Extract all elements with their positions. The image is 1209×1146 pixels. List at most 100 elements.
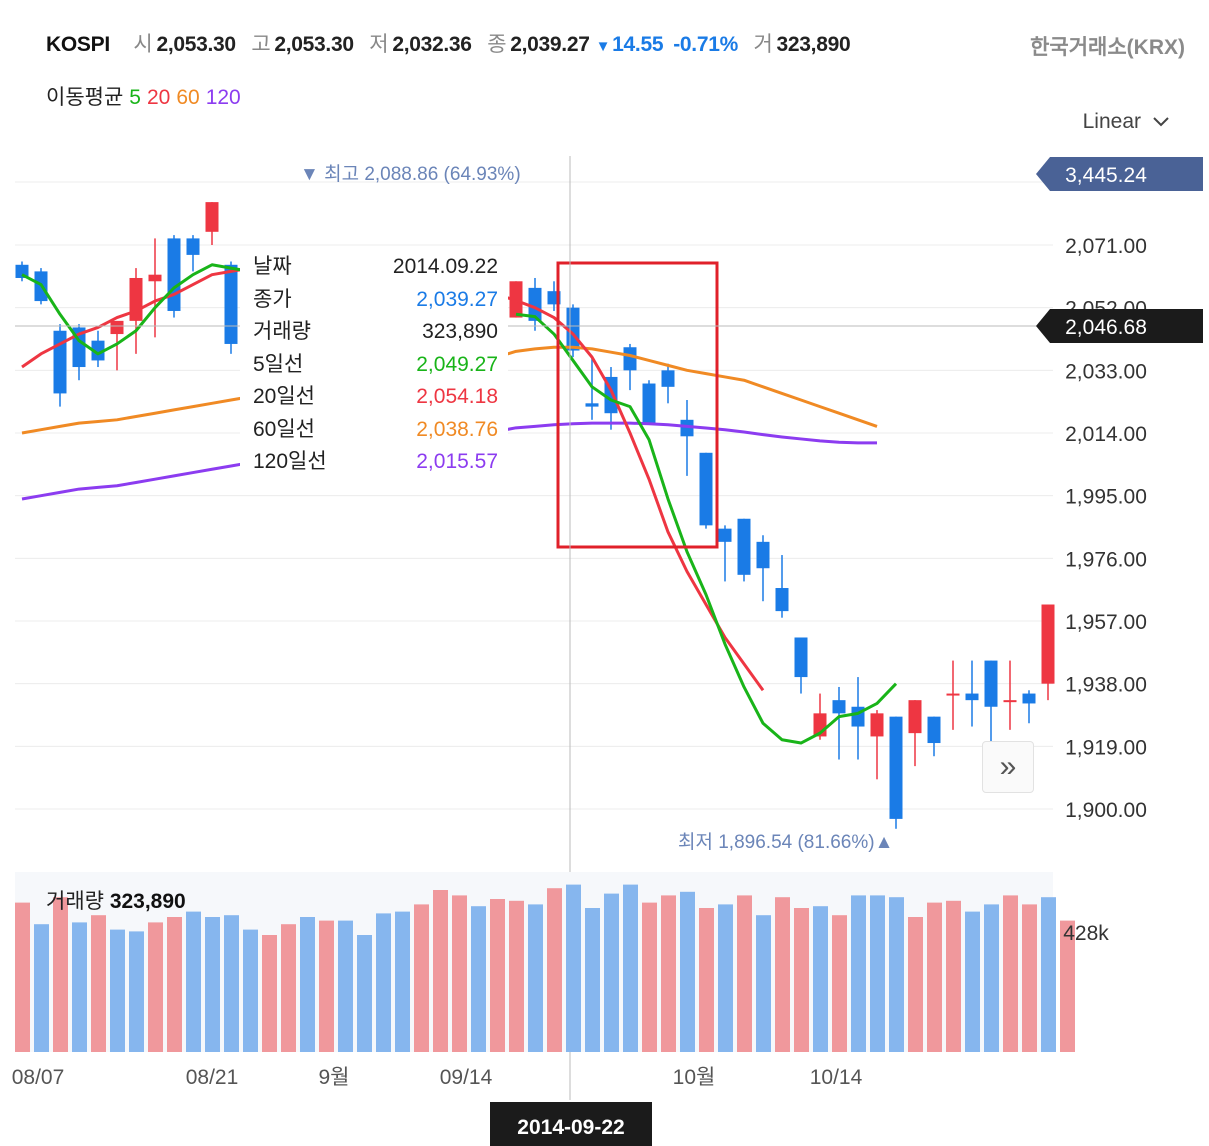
crosshair-date-tag: [490, 1102, 652, 1146]
tooltip-volume: 323,890: [422, 320, 498, 343]
close-label: 종: [487, 33, 507, 56]
exchange-name: 한국거래소(KRX): [1030, 36, 1185, 59]
quote-header: KOSPI 시 2,053.30 고 2,053.30 저 2,032.36 종 2,0…: [46, 28, 860, 58]
candle-body: [680, 419, 694, 437]
volume-bar: [1022, 904, 1037, 1052]
ma5-line: [21, 263, 251, 356]
volume-bar: [452, 895, 467, 1052]
volume-label: 거: [753, 33, 773, 56]
x-tick-label: 10월: [673, 1066, 716, 1089]
volume-axis-label: 428k: [1063, 922, 1109, 945]
candle-body: [186, 238, 200, 255]
volume-bar: [509, 900, 524, 1052]
tooltip-ma120-label: 120일선: [253, 450, 327, 473]
current-price-tag: [1036, 309, 1203, 343]
volume-bar: [110, 929, 125, 1052]
candle-body: [15, 264, 29, 278]
volume-bar: [433, 890, 448, 1052]
tooltip-ma5: 2,049.27: [416, 352, 498, 376]
x-tick-label: 08/07: [12, 1066, 65, 1089]
ma-legend-label: 이동평균: [46, 86, 124, 109]
low-value: 2,032.36: [392, 33, 472, 56]
open-label: 시: [133, 33, 153, 56]
volume-bar: [528, 904, 543, 1052]
low-label: 저: [369, 33, 389, 56]
tooltip-ma20-label: 20일선: [253, 385, 315, 408]
candle-body: [205, 202, 219, 232]
candle-body: [1041, 604, 1055, 684]
candle-body: [737, 518, 751, 575]
volume-bar: [737, 895, 752, 1052]
max-annotation: ▼ 최고 2,088.86 (64.93%): [300, 163, 521, 185]
volume-bar: [395, 911, 410, 1052]
volume-bar: [91, 915, 106, 1052]
volume-bar: [832, 915, 847, 1052]
scroll-latest-button[interactable]: »: [982, 741, 1034, 793]
volume-bar: [72, 922, 87, 1052]
volume-panel-label: 거래량 323,890: [46, 885, 186, 915]
volume-bar: [338, 920, 353, 1052]
volume-bar: [547, 888, 562, 1052]
y-tick-label: 1,957.00: [1065, 611, 1147, 634]
volume-bar: [794, 908, 809, 1052]
x-tick-label: 9월: [319, 1066, 350, 1089]
candle-body: [224, 264, 238, 344]
moving-average-legend[interactable]: 이동평균 5 20 60 120: [46, 81, 247, 111]
close-value: 2,039.27: [510, 33, 590, 56]
volume-bar: [908, 917, 923, 1052]
scale-mode-dropdown[interactable]: Linear: [1083, 110, 1171, 134]
y-tick-label: 1,995.00: [1065, 486, 1147, 509]
crosshair-tooltip: 날짜 2014.09.22 종가 2,039.27 거래량 323,890 5일선 2,…: [240, 251, 508, 479]
x-tick-label: 09/14: [440, 1066, 493, 1089]
volume-panel-title: 거래량: [46, 890, 104, 913]
ma60-line: [21, 395, 251, 435]
x-tick-label: 10/14: [810, 1066, 863, 1089]
high-value: 2,053.30: [274, 33, 354, 56]
candle-body: [1022, 693, 1036, 704]
change-percent: -0.71%: [673, 33, 738, 56]
ma60-line: [477, 345, 878, 428]
candle-body: [585, 403, 599, 407]
volume-bar: [566, 884, 581, 1052]
volume-bar: [224, 915, 239, 1052]
top-price-tag: [1036, 157, 1203, 191]
candle-body: [623, 347, 637, 371]
candle-body: [794, 637, 808, 678]
candle-body: [927, 716, 941, 744]
candle-body: [775, 588, 789, 612]
tooltip-ma120: 2,015.57: [416, 450, 498, 473]
volume-bar: [186, 911, 201, 1052]
volume-bar: [34, 924, 49, 1052]
ma120-line: [477, 421, 877, 445]
candle-body: [148, 274, 162, 282]
tooltip-date-label: 날짜: [253, 255, 292, 278]
volume-bar: [357, 935, 372, 1052]
tooltip-ma5-label: 5일선: [253, 352, 304, 376]
chevron-down-icon: [1153, 117, 1169, 127]
volume-bar: [205, 917, 220, 1052]
volume-bar: [148, 922, 163, 1052]
candle-body: [946, 693, 960, 696]
candle-body: [699, 452, 713, 526]
volume-bar: [642, 902, 657, 1052]
volume-bar: [281, 924, 296, 1052]
tooltip-ma60-label: 60일선: [253, 417, 315, 441]
volume-bar: [680, 891, 695, 1052]
y-tick-label: 2,071.00: [1065, 235, 1147, 258]
double-chevron-right-icon: »: [999, 750, 1017, 783]
volume-panel-value: 323,890: [109, 890, 186, 913]
volume-bar: [414, 904, 429, 1052]
candle-body: [129, 277, 143, 321]
volume-bar: [1003, 895, 1018, 1052]
ma-legend-20: 20: [146, 86, 171, 109]
volume-bar: [984, 904, 999, 1052]
volume-bar: [699, 908, 714, 1052]
volume-bar: [623, 884, 638, 1052]
volume-bar: [870, 895, 885, 1052]
volume-bar: [965, 911, 980, 1052]
candle-body: [756, 541, 770, 569]
volume-bar: [471, 906, 486, 1052]
candle-body: [528, 287, 542, 321]
volume-bar: [1041, 897, 1056, 1052]
